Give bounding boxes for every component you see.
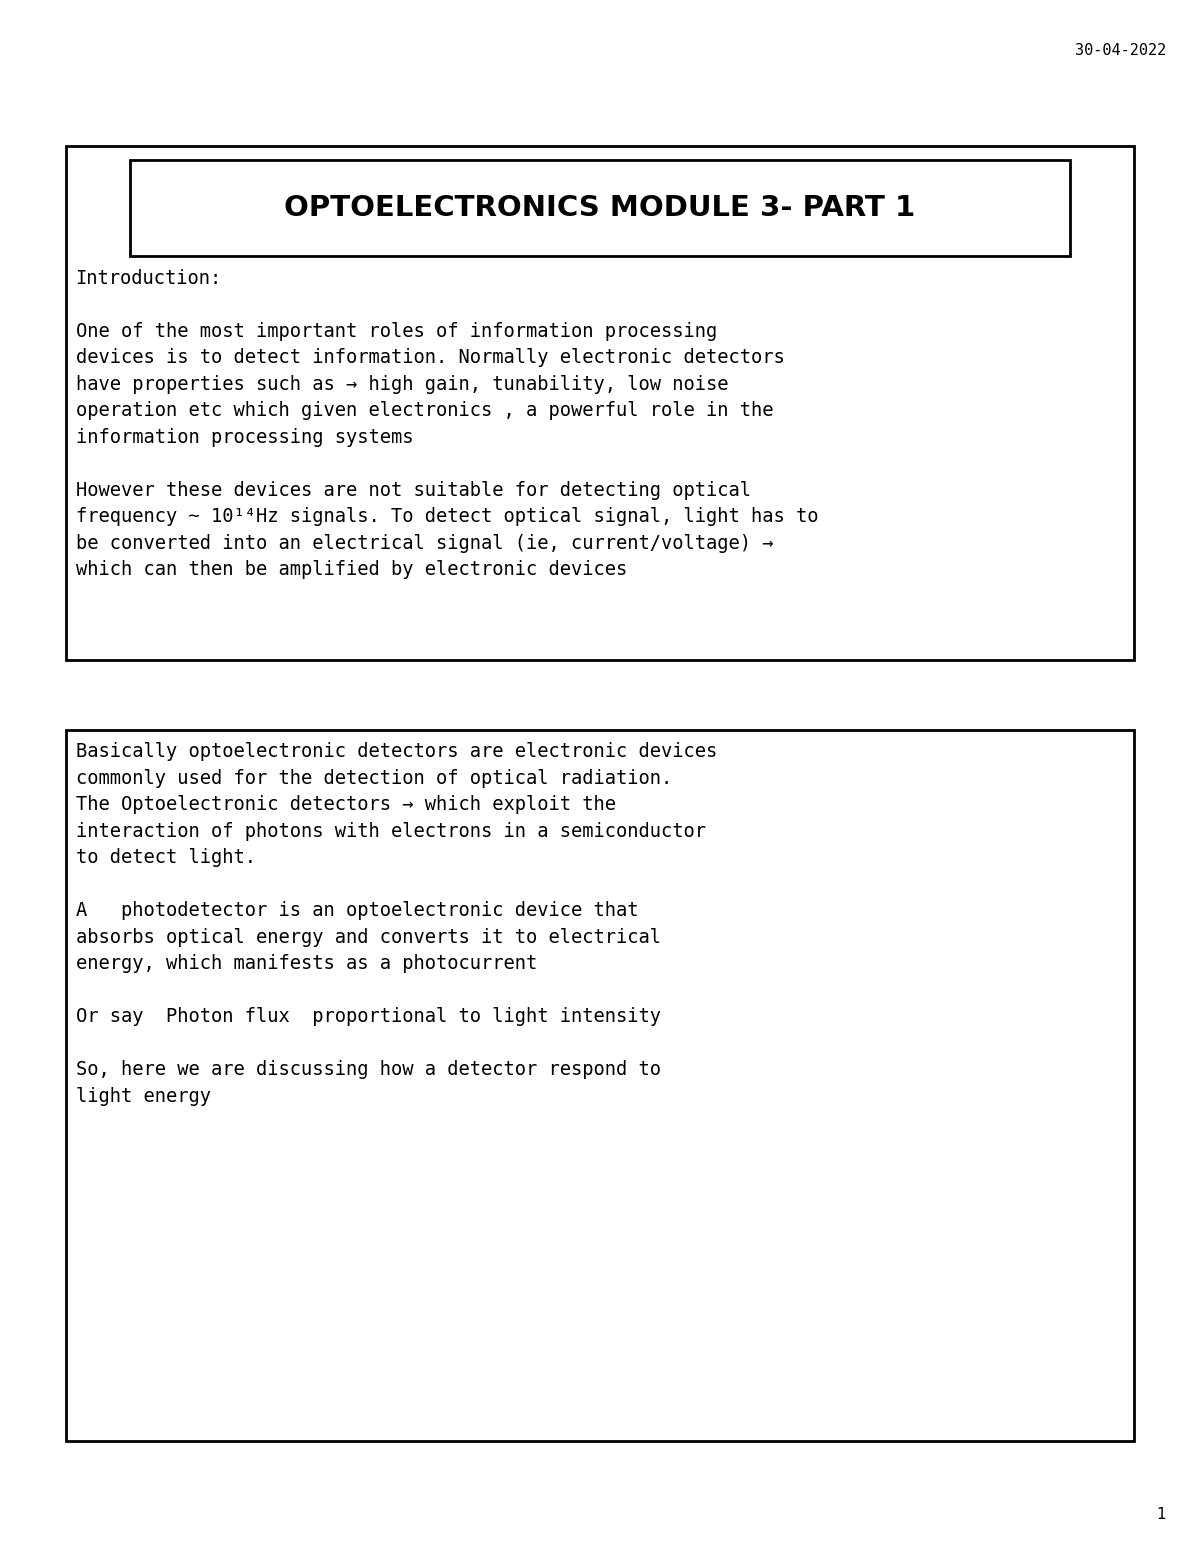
Text: OPTOELECTRONICS MODULE 3- PART 1: OPTOELECTRONICS MODULE 3- PART 1 — [284, 194, 916, 222]
Text: Introduction:

One of the most important roles of information processing
devices: Introduction: One of the most important … — [76, 269, 818, 579]
Bar — [66, 730, 1134, 1441]
Text: 30-04-2022: 30-04-2022 — [1075, 43, 1166, 59]
Bar — [130, 160, 1070, 256]
Text: Basically optoelectronic detectors are electronic devices
commonly used for the : Basically optoelectronic detectors are e… — [76, 742, 716, 1106]
Bar — [66, 146, 1134, 660]
Text: 1: 1 — [1157, 1506, 1166, 1522]
